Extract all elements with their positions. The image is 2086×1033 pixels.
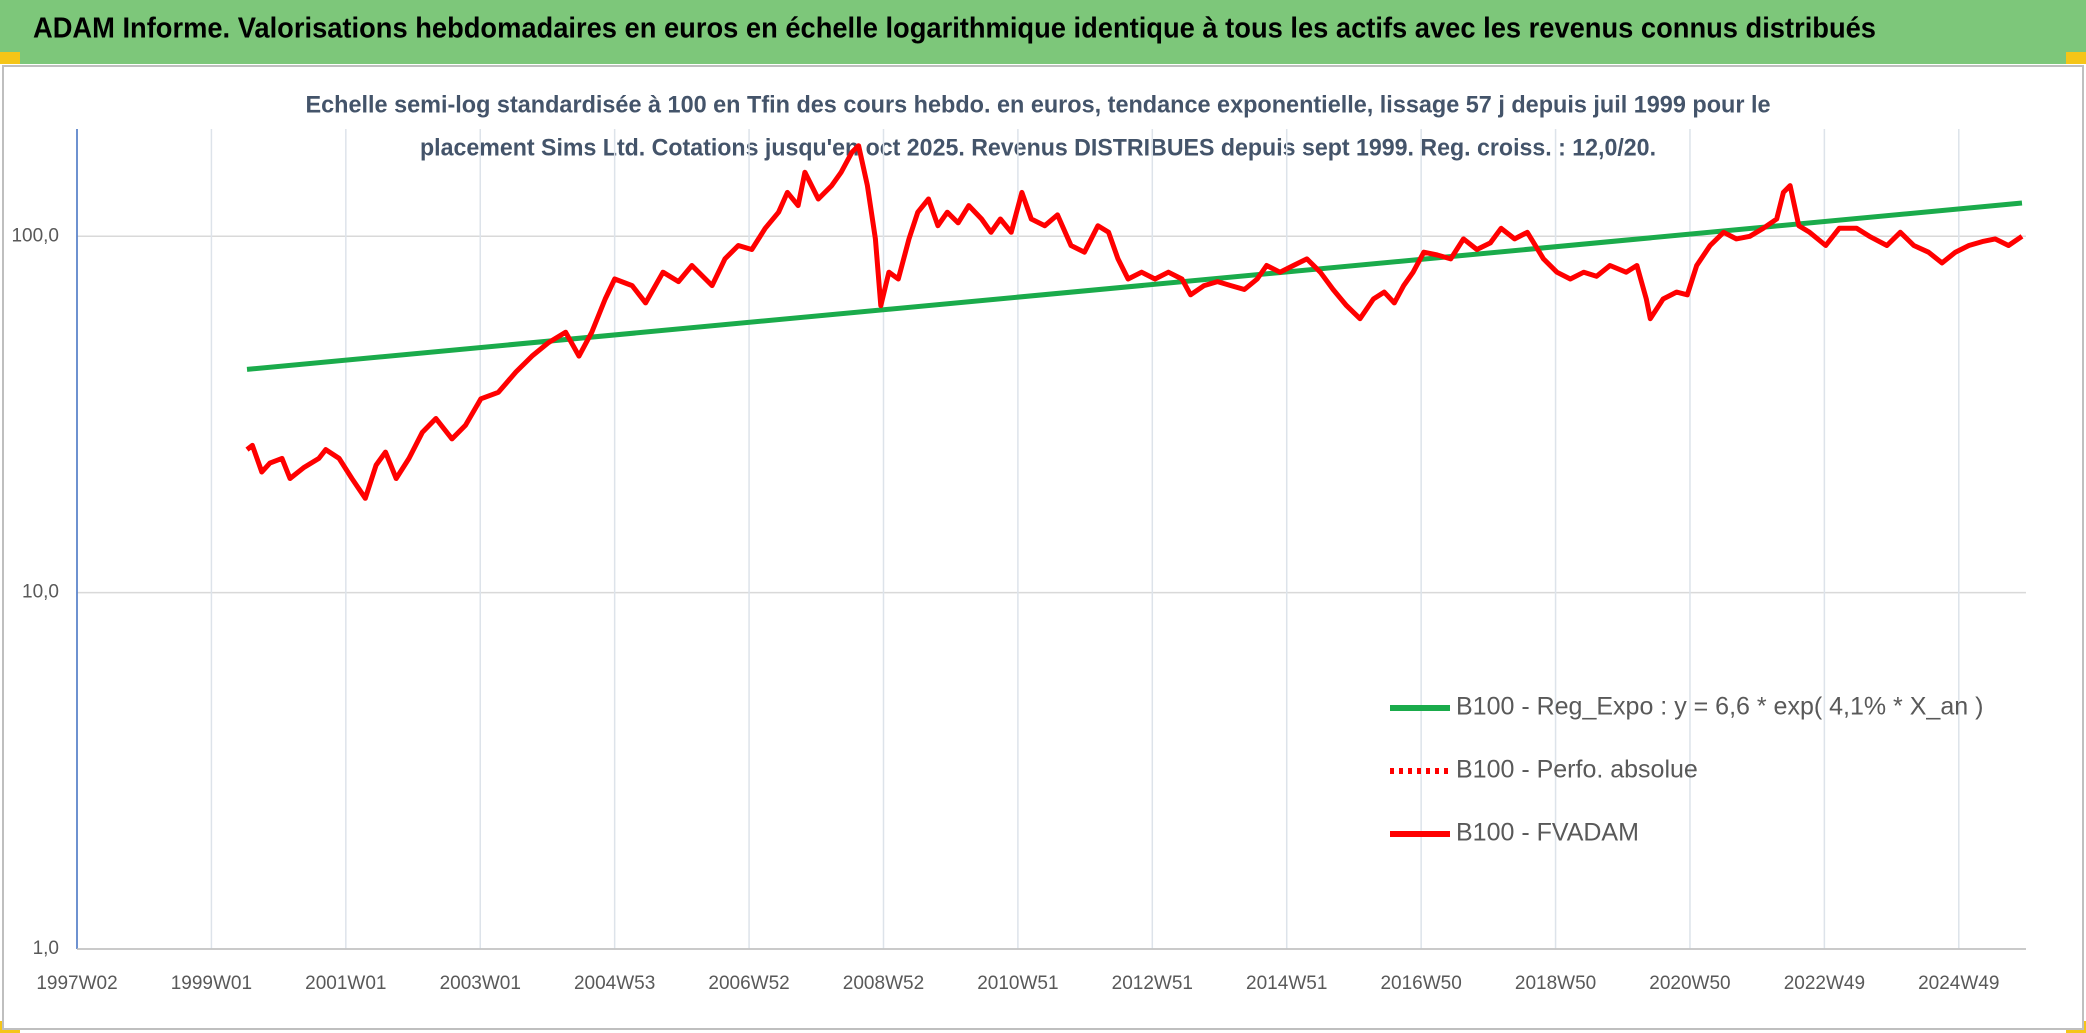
x-tick-label: 2024W49 — [1918, 973, 1999, 994]
legend-label: B100 - Perfo. absolue — [1456, 756, 1698, 784]
y-tick-label: 10,0 — [22, 582, 59, 603]
x-tick-label: 2001W01 — [305, 973, 386, 994]
chart-title: ADAM Informe. Valorisations hebdomadaire… — [33, 13, 1876, 45]
series-line — [245, 143, 2024, 501]
x-tick-label: 2003W01 — [440, 973, 521, 994]
x-tick-label: 1997W02 — [36, 973, 117, 994]
x-tick-label: 2008W52 — [843, 973, 924, 994]
corner — [2066, 52, 2086, 64]
corner — [0, 52, 20, 64]
chart-subtitle: placement Sims Ltd. Cotations jusqu'en o… — [420, 134, 1656, 161]
x-tick-label: 2006W52 — [708, 973, 789, 994]
x-tick-label: 2010W51 — [977, 973, 1058, 994]
x-tick-label: 2004W53 — [574, 973, 655, 994]
series-line — [246, 200, 2023, 372]
x-tick-label: 2022W49 — [1784, 973, 1865, 994]
x-tick-label: 2012W51 — [1112, 973, 1193, 994]
plot-frame — [2, 65, 2084, 1030]
x-tick-label: 2020W50 — [1649, 973, 1730, 994]
title-bar — [0, 0, 2086, 64]
x-tick-label: 2014W51 — [1246, 973, 1327, 994]
legend-label: B100 - Reg_Expo : y = 6,6 * exp( 4,1% * … — [1456, 693, 1983, 721]
chart-subtitle: Echelle semi-log standardisée à 100 en T… — [306, 91, 1771, 118]
y-tick-label: 100,0 — [11, 225, 59, 246]
legend-label: B100 - FVADAM — [1456, 819, 1639, 847]
x-tick-label: 2018W50 — [1515, 973, 1596, 994]
x-tick-label: 1999W01 — [171, 973, 252, 994]
x-tick-label: 2016W50 — [1380, 973, 1461, 994]
y-tick-label: 1,0 — [33, 938, 59, 959]
